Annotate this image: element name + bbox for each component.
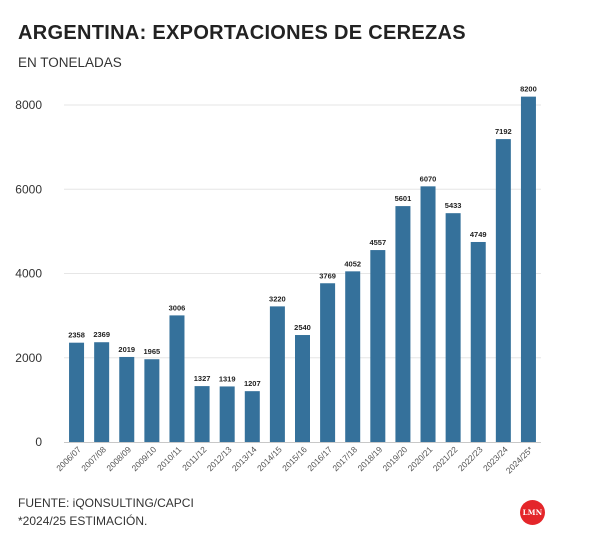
bar: [395, 206, 411, 442]
bar: [470, 241, 486, 442]
bar: [495, 139, 511, 442]
lmn-logo: LMN: [520, 500, 545, 525]
bar: [69, 342, 85, 442]
x-tick-label: 2010/11: [155, 444, 184, 473]
data-label: 1965: [144, 347, 161, 356]
y-tick-label: 8000: [15, 98, 42, 112]
x-tick-label: 2016/17: [305, 444, 334, 473]
y-tick-label: 4000: [15, 267, 42, 281]
data-label: 2358: [68, 331, 85, 340]
bar: [520, 96, 536, 443]
x-tick-label: 2020/21: [406, 444, 435, 473]
logo-text: LMN: [522, 508, 543, 517]
bar: [370, 250, 386, 442]
x-tick-label: 2013/14: [230, 444, 259, 473]
bar: [119, 356, 135, 442]
data-label: 5433: [445, 201, 462, 210]
chart-subtitle: EN TONELADAS: [18, 55, 122, 70]
x-tick-label: 2012/13: [205, 444, 234, 473]
bar: [94, 342, 110, 442]
x-tick-label: 2022/23: [456, 444, 485, 473]
bar: [169, 315, 185, 442]
data-label: 4557: [369, 238, 386, 247]
bar: [345, 271, 361, 442]
bar: [194, 386, 210, 442]
bar: [244, 391, 260, 442]
chart-title: ARGENTINA: EXPORTACIONES DE CEREZAS: [18, 22, 466, 44]
estimate-note: *2024/25 ESTIMACIÓN.: [18, 514, 148, 528]
data-label: 8200: [520, 85, 537, 94]
data-label: 1319: [219, 374, 236, 383]
x-tick-label: 2021/22: [431, 444, 460, 473]
x-tick-label: 2015/16: [280, 444, 309, 473]
data-label: 3006: [169, 303, 186, 312]
x-tick-label: 2017/18: [330, 444, 359, 473]
data-label: 6070: [420, 174, 437, 183]
x-tick-label: 2007/08: [79, 444, 108, 473]
x-tick-label: 2019/20: [381, 444, 410, 473]
source-note: FUENTE: iQONSULTING/CAPCI: [18, 496, 194, 510]
data-label: 1207: [244, 379, 261, 388]
data-label: 5601: [395, 194, 412, 203]
x-tick-label: 2011/12: [180, 444, 209, 473]
data-label: 7192: [495, 127, 512, 136]
bar: [320, 283, 336, 442]
data-label: 2369: [93, 330, 110, 339]
data-label: 2019: [118, 345, 135, 354]
y-tick-label: 0: [35, 435, 42, 449]
bar: [144, 359, 160, 442]
bar: [445, 213, 461, 442]
data-label: 1327: [194, 374, 211, 383]
bar: [295, 335, 310, 442]
x-tick-label: 2014/15: [255, 444, 284, 473]
y-tick-label: 6000: [15, 182, 42, 196]
data-label: 4052: [344, 259, 361, 268]
bar: [269, 306, 285, 442]
data-label: 3220: [269, 294, 286, 303]
y-tick-label: 2000: [15, 351, 42, 365]
x-tick-label: 2024/25*: [504, 444, 536, 476]
data-label: 4749: [470, 230, 487, 239]
x-tick-label: 2018/19: [355, 444, 384, 473]
x-tick-label: 2008/09: [104, 444, 133, 473]
x-tick-label: 2006/07: [54, 444, 83, 473]
bar: [219, 386, 235, 442]
bar: [420, 186, 436, 442]
data-label: 2540: [294, 323, 311, 332]
data-label: 3769: [319, 271, 336, 280]
x-tick-label: 2009/10: [129, 444, 158, 473]
